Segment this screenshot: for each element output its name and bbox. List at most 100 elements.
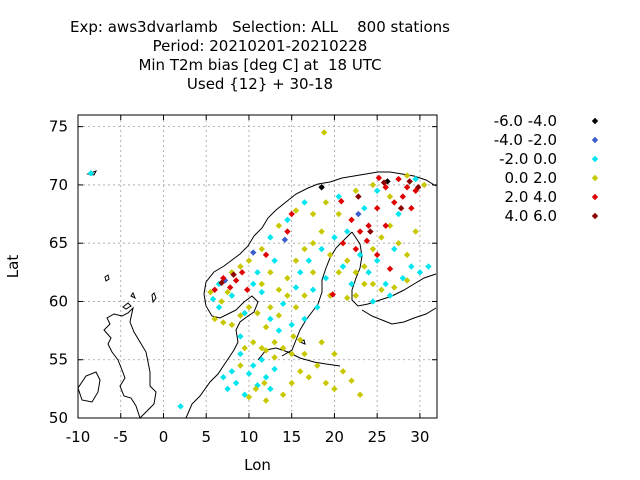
- data-point-series-5: [367, 228, 374, 235]
- data-point-series-3: [275, 286, 283, 294]
- data-point-series-3: [309, 210, 317, 218]
- grid-lines: [77, 115, 437, 419]
- data-point-series-3: [301, 350, 308, 358]
- data-point-series-4: [375, 174, 383, 182]
- data-point-series-2: [228, 292, 236, 299]
- coastline-faroe: [104, 274, 110, 282]
- data-point-series-2: [262, 374, 270, 381]
- data-point-series-5: [355, 193, 362, 200]
- data-point-series-4: [373, 205, 381, 212]
- data-point-series-3: [284, 274, 291, 282]
- data-point-series-2: [305, 257, 312, 264]
- data-point-series-3: [267, 304, 274, 311]
- y-tick-label: 75: [49, 118, 68, 136]
- x-tick-label: 30: [410, 428, 429, 446]
- axis-ticks: -10 -5 0 5 10 15 20 25 30 50 55 60 65 70 75: [49, 115, 437, 446]
- data-point-series-3: [348, 377, 355, 384]
- data-point-series-2: [335, 193, 342, 200]
- data-point-series-3: [301, 292, 308, 299]
- data-point-series-3: [224, 288, 231, 296]
- data-point-series-2: [297, 269, 304, 276]
- data-point-series-4: [382, 222, 389, 229]
- data-point-series-3: [292, 257, 300, 264]
- data-point-series-4: [348, 216, 355, 224]
- chart-title-line-3: Min T2m bias [deg C] at 18 UTC: [138, 56, 382, 74]
- data-point-series-3: [292, 304, 300, 311]
- data-point-series-4: [391, 199, 398, 206]
- data-point-series-3: [369, 280, 377, 288]
- data-point-series-3: [391, 284, 398, 291]
- data-point-series-5: [414, 184, 422, 191]
- x-tick-label: 10: [239, 428, 258, 446]
- data-point-series-3: [403, 251, 411, 259]
- legend-marker-series-5: [591, 212, 599, 220]
- data-point-series-2: [254, 269, 261, 276]
- coastline-orkney: [122, 291, 136, 310]
- y-tick-label: 55: [49, 351, 68, 369]
- data-point-series-4: [356, 228, 364, 235]
- y-tick-label: 50: [49, 409, 68, 427]
- data-point-series-2: [271, 365, 278, 373]
- plot-frame: [77, 114, 438, 419]
- data-point-series-3: [309, 239, 317, 247]
- legend-label-series-3: 0.0 2.0: [505, 169, 557, 187]
- data-point-series-4: [373, 251, 381, 259]
- data-point-series-3: [309, 269, 317, 276]
- data-point-series-2: [237, 333, 244, 340]
- data-point-series-2: [228, 368, 236, 375]
- coastline-baltic-south: [257, 347, 341, 367]
- data-point-series-3: [369, 181, 377, 189]
- data-point-series-4: [244, 286, 251, 294]
- chart-title-line-2: Period: 20210201-20210228: [152, 37, 368, 55]
- x-tick-label: 0: [159, 428, 169, 446]
- x-tick-label: -10: [66, 428, 91, 446]
- data-point-series-2: [361, 205, 368, 212]
- legend: -6.0 -4.0-4.0 -2.0-2.0 0.00.0 2.02.0 4.0…: [494, 112, 599, 225]
- data-point-series-4: [226, 284, 234, 291]
- y-tick-label: 70: [49, 176, 68, 194]
- legend-marker-series-3: [591, 174, 599, 182]
- data-point-series-3: [252, 385, 259, 393]
- data-point-series-3: [322, 379, 330, 387]
- legend-marker-series-4: [591, 193, 599, 201]
- data-point-series-2: [301, 199, 308, 206]
- legend-label-series-5: 4.0 6.0: [505, 207, 557, 225]
- data-point-series-3: [318, 228, 325, 235]
- data-point-series-3: [207, 288, 214, 296]
- data-point-series-5: [218, 279, 225, 287]
- coastline-baltic-east: [361, 307, 437, 325]
- data-point-series-2: [250, 280, 257, 288]
- coastline-finland-west: [351, 231, 437, 307]
- data-point-series-3: [211, 315, 218, 323]
- legend-label-series-0: -6.0 -4.0: [494, 112, 557, 130]
- data-point-series-2: [250, 362, 257, 369]
- data-point-series-3: [258, 280, 265, 288]
- data-point-series-0: [318, 184, 325, 191]
- x-tick-label: 20: [325, 428, 344, 446]
- coastline-gulf-of-bothnia: [281, 231, 353, 357]
- legend-label-series-1: -4.0 -2.0: [494, 131, 557, 149]
- data-point-series-3: [403, 172, 411, 179]
- data-point-series-3: [261, 379, 268, 387]
- data-point-series-2: [245, 370, 253, 377]
- data-point-series-3: [220, 319, 227, 326]
- data-point-series-3: [344, 257, 351, 264]
- data-point-series-4: [238, 269, 246, 276]
- data-point-series-2: [288, 321, 295, 328]
- data-point-series-3: [361, 280, 368, 288]
- chart-title-line-1: Exp: aws3dvarlamb Selection: ALL 800 sta…: [70, 18, 450, 36]
- legend-marker-series-2: [591, 155, 599, 163]
- data-point-series-4: [339, 239, 347, 247]
- data-point-series-2: [314, 304, 321, 311]
- data-point-series-2: [258, 288, 265, 296]
- data-point-series-1: [355, 210, 362, 218]
- data-point-series-4: [288, 210, 295, 218]
- data-point-series-4: [412, 187, 419, 194]
- data-point-series-3: [279, 391, 287, 398]
- data-point-series-2: [309, 286, 317, 294]
- x-tick-label: 5: [201, 428, 211, 446]
- data-point-series-2: [365, 269, 372, 276]
- data-point-series-2: [339, 263, 347, 270]
- data-point-series-4: [365, 222, 372, 229]
- data-point-series-3: [292, 207, 300, 214]
